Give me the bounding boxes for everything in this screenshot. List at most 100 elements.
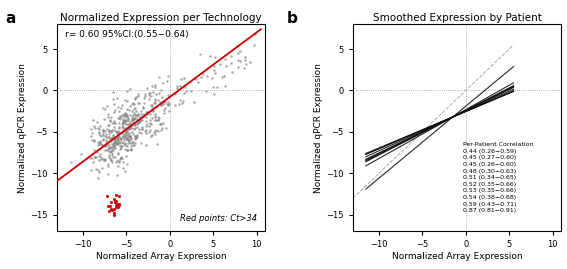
Point bbox=[124, 116, 133, 121]
Point bbox=[104, 153, 113, 157]
Text: r= 0.60 95%CI:(0.55−0.64): r= 0.60 95%CI:(0.55−0.64) bbox=[65, 30, 189, 40]
Point bbox=[120, 121, 129, 125]
Point bbox=[163, 102, 172, 106]
Point bbox=[124, 147, 133, 152]
Point bbox=[156, 122, 166, 126]
Point bbox=[146, 102, 155, 107]
Point bbox=[120, 118, 129, 122]
Point bbox=[104, 154, 113, 159]
Point bbox=[114, 142, 123, 147]
Point bbox=[113, 138, 122, 143]
Point bbox=[147, 94, 156, 99]
Point bbox=[218, 75, 227, 79]
Point bbox=[113, 130, 122, 134]
Point bbox=[121, 112, 130, 117]
Point bbox=[88, 118, 98, 123]
Point bbox=[77, 152, 86, 156]
Point bbox=[161, 100, 170, 104]
Point bbox=[107, 121, 116, 125]
Point bbox=[104, 163, 113, 168]
Point bbox=[94, 158, 103, 162]
Point bbox=[139, 113, 149, 118]
Point bbox=[202, 74, 211, 78]
Point bbox=[145, 124, 154, 128]
Point bbox=[110, 143, 119, 147]
Point bbox=[159, 81, 168, 86]
Point bbox=[119, 130, 128, 135]
Point bbox=[114, 194, 123, 198]
Point bbox=[125, 125, 134, 129]
Point bbox=[115, 157, 124, 161]
Point bbox=[106, 156, 115, 160]
Point bbox=[103, 123, 112, 127]
Point bbox=[90, 138, 99, 142]
Point bbox=[137, 112, 146, 116]
Point bbox=[123, 141, 132, 145]
Point bbox=[154, 129, 163, 133]
Point bbox=[107, 129, 116, 133]
Point bbox=[156, 88, 166, 93]
Point bbox=[105, 118, 115, 122]
Point bbox=[209, 84, 218, 89]
Point bbox=[99, 138, 108, 142]
Point bbox=[142, 111, 151, 115]
Point bbox=[175, 84, 184, 88]
Point bbox=[151, 85, 160, 89]
Point bbox=[125, 134, 134, 138]
Point bbox=[108, 208, 117, 212]
Point bbox=[108, 144, 117, 148]
Point bbox=[107, 148, 116, 153]
Point bbox=[106, 158, 115, 162]
Point bbox=[234, 65, 243, 69]
Point bbox=[109, 207, 119, 211]
Point bbox=[130, 137, 139, 141]
Point bbox=[134, 126, 143, 131]
Point bbox=[87, 131, 96, 135]
Point bbox=[246, 60, 255, 65]
Point bbox=[114, 152, 123, 156]
Point bbox=[125, 133, 134, 138]
Point bbox=[129, 116, 138, 120]
Point bbox=[132, 109, 141, 113]
Point bbox=[127, 118, 136, 122]
Point bbox=[104, 128, 113, 132]
Point bbox=[129, 117, 138, 121]
Point bbox=[141, 123, 150, 128]
Point bbox=[95, 139, 104, 143]
Point bbox=[112, 130, 121, 135]
Point bbox=[117, 155, 126, 160]
Point bbox=[134, 92, 143, 96]
Point bbox=[192, 77, 201, 81]
Point bbox=[151, 99, 160, 103]
Point bbox=[110, 137, 119, 141]
Point bbox=[120, 141, 129, 146]
Point bbox=[133, 134, 142, 139]
Point bbox=[110, 199, 119, 203]
Point bbox=[106, 115, 115, 119]
Point bbox=[122, 154, 131, 158]
Point bbox=[136, 118, 145, 122]
Point bbox=[129, 107, 138, 111]
Point bbox=[178, 99, 187, 103]
Point bbox=[142, 118, 151, 123]
Point bbox=[104, 147, 113, 151]
Point bbox=[127, 109, 136, 113]
Point bbox=[108, 144, 117, 149]
Point bbox=[150, 100, 159, 105]
Point bbox=[122, 148, 131, 152]
Point bbox=[145, 90, 154, 95]
Point bbox=[172, 89, 181, 93]
Point bbox=[146, 128, 155, 132]
Point bbox=[132, 112, 141, 117]
Point bbox=[131, 95, 140, 100]
Point bbox=[110, 140, 119, 144]
Point bbox=[126, 136, 136, 140]
Point bbox=[149, 90, 158, 94]
Point bbox=[99, 117, 108, 121]
Point bbox=[185, 80, 194, 84]
Point bbox=[111, 141, 120, 146]
Y-axis label: Normalized qPCR Expression: Normalized qPCR Expression bbox=[18, 63, 27, 193]
Point bbox=[115, 109, 124, 113]
Point bbox=[160, 105, 169, 110]
Point bbox=[109, 148, 118, 152]
